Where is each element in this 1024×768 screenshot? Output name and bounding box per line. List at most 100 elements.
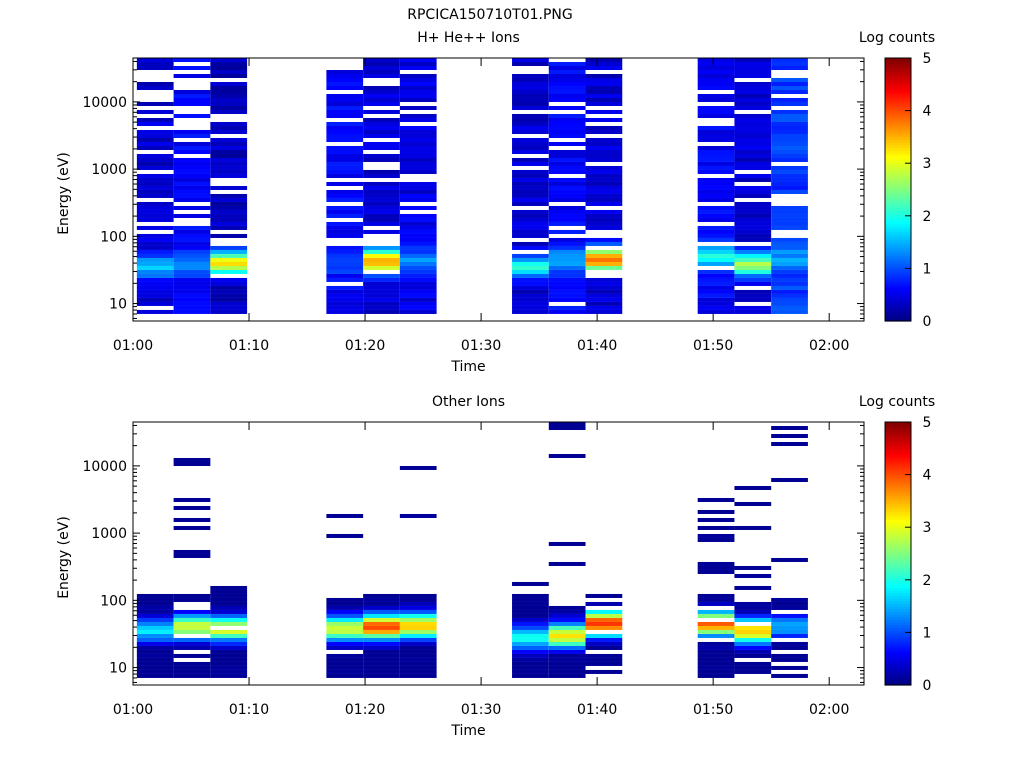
heatmap-cell — [399, 193, 437, 198]
heatmap-cell — [697, 645, 735, 650]
heatmap-cell — [771, 285, 808, 290]
heatmap-cell — [136, 189, 174, 194]
heatmap-cell — [734, 665, 772, 670]
heatmap-cell — [399, 125, 437, 130]
heatmap-cell — [548, 645, 586, 650]
heatmap-cell — [734, 233, 772, 238]
colorbar-swatch — [885, 653, 911, 657]
heatmap-cell — [399, 513, 437, 518]
heatmap-cell — [585, 137, 623, 142]
heatmap-cell — [512, 125, 549, 130]
heatmap-cell — [173, 90, 211, 94]
colorbar-swatch — [885, 223, 911, 227]
colorbar-swatch — [885, 221, 911, 225]
heatmap-cell — [210, 637, 248, 642]
panel-title: H+ He++ Ions — [417, 30, 520, 46]
heatmap-cell — [734, 157, 772, 162]
heatmap-cell — [585, 249, 623, 254]
heatmap-cell — [771, 133, 808, 138]
heatmap-cell — [697, 665, 735, 670]
heatmap-cell — [399, 305, 437, 310]
heatmap-cell — [363, 669, 400, 674]
heatmap-cell — [210, 301, 248, 306]
heatmap-cell — [363, 169, 400, 174]
heatmap-cell — [585, 281, 623, 286]
heatmap-cell — [734, 249, 772, 254]
x-tick-label: 01:20 — [345, 338, 385, 354]
heatmap-cell — [512, 129, 549, 134]
heatmap-cell — [771, 557, 808, 562]
heatmap-cell — [136, 605, 174, 610]
heatmap-cell — [399, 145, 437, 150]
colorbar-swatch — [885, 456, 911, 460]
heatmap-cell — [734, 105, 772, 110]
heatmap-cell — [697, 289, 735, 294]
heatmap-cell — [173, 269, 211, 274]
heatmap-cell — [363, 653, 400, 658]
colorbar-swatch — [885, 514, 911, 518]
heatmap-cell — [512, 161, 549, 166]
heatmap-cell — [548, 605, 586, 610]
heatmap-cell — [326, 74, 364, 78]
heatmap-cell — [512, 613, 549, 618]
heatmap-cell — [697, 109, 735, 114]
heatmap-cell — [734, 209, 772, 214]
heatmap-cell — [548, 657, 586, 662]
colorbar-swatch — [885, 435, 911, 439]
heatmap-cell — [136, 249, 174, 254]
colorbar-swatch — [885, 548, 911, 552]
heatmap-cell — [363, 58, 400, 62]
heatmap-cell — [210, 249, 248, 254]
heatmap-cell — [734, 205, 772, 210]
colorbar-swatch — [885, 313, 911, 317]
heatmap-cell — [363, 261, 400, 266]
colorbar-swatch — [885, 540, 911, 544]
heatmap-cell — [512, 617, 549, 622]
heatmap-cell — [734, 501, 772, 506]
heatmap-cell — [734, 90, 772, 94]
heatmap-cell — [173, 641, 211, 646]
heatmap-cell — [548, 649, 586, 654]
heatmap-cell — [363, 109, 400, 114]
heatmap-cell — [326, 157, 364, 162]
colorbar-swatch — [885, 503, 911, 507]
heatmap-cell — [697, 561, 735, 566]
heatmap-cell — [136, 633, 174, 638]
heatmap-cell — [363, 265, 400, 270]
heatmap-cell — [585, 157, 623, 162]
colorbar-swatch — [885, 189, 911, 193]
heatmap-cell — [210, 665, 248, 670]
heatmap-cell — [771, 621, 808, 626]
heatmap-cell — [363, 657, 400, 662]
heatmap-cell — [399, 66, 437, 70]
heatmap-cell — [734, 605, 772, 610]
heatmap-cell — [363, 661, 400, 666]
heatmap-cell — [326, 197, 364, 202]
heatmap-cell — [771, 117, 808, 122]
heatmap-cell — [326, 613, 364, 618]
heatmap-cell — [548, 422, 586, 426]
heatmap-cell — [210, 621, 248, 626]
heatmap-cell — [399, 97, 437, 102]
heatmap-cell — [399, 153, 437, 158]
heatmap-cell — [771, 86, 808, 90]
heatmap-cell — [734, 97, 772, 102]
colorbar-swatch — [885, 194, 911, 198]
heatmap-cell — [399, 62, 437, 66]
heatmap-cell — [363, 133, 400, 138]
heatmap-cell — [585, 301, 623, 306]
heatmap-cell — [512, 289, 549, 294]
heatmap-cell — [771, 169, 808, 174]
heatmap-cell — [512, 673, 549, 678]
heatmap-cell — [136, 281, 174, 286]
colorbar-swatch — [885, 553, 911, 557]
heatmap-cell — [548, 189, 586, 194]
heatmap-cell — [326, 221, 364, 226]
heatmap-cell — [210, 153, 248, 158]
colorbar-swatch — [885, 292, 911, 296]
heatmap-cell — [585, 165, 623, 170]
heatmap-cell — [210, 213, 248, 218]
heatmap-cell — [512, 649, 549, 654]
heatmap-cell — [326, 125, 364, 130]
heatmap-cell — [548, 193, 586, 198]
